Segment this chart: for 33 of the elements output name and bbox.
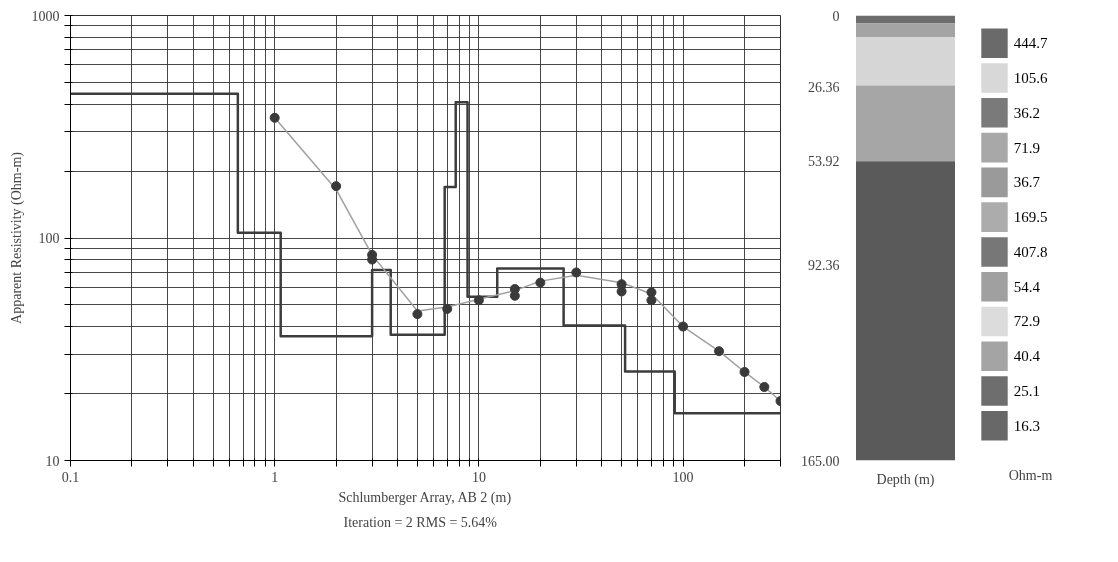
- x-tick-label: 1: [271, 469, 279, 485]
- y-tick-label: 0: [832, 8, 840, 24]
- bar: [856, 85, 955, 162]
- y-tick-label: 100: [38, 231, 60, 246]
- text: Ohm-m: [1008, 467, 1053, 483]
- y-tick-label: 53.92: [808, 153, 840, 169]
- bar: [856, 15, 955, 24]
- category-label: 36.2: [1013, 104, 1040, 121]
- y-tick-label: 10: [45, 453, 60, 469]
- x-tick-label: 0.1: [61, 469, 80, 485]
- text: Iteration = 2 RMS = 5.64%: [343, 514, 498, 530]
- x-tick-label: 10: [471, 469, 486, 485]
- category-label: 71.9: [1013, 139, 1040, 156]
- category-label: 25.1: [1013, 382, 1040, 399]
- category-label: 72.9: [1013, 313, 1040, 330]
- category-label: 40.4: [1013, 348, 1041, 365]
- category-label: 407.8: [1013, 243, 1048, 260]
- y-tick-label: 92.36: [808, 257, 840, 273]
- y-tick-label: 26.36: [808, 79, 840, 95]
- category-label: 54.4: [1013, 278, 1041, 295]
- category-label: 444.7: [1013, 35, 1048, 52]
- y-axis-title: Apparent Resistivity (Ohm-m): [8, 151, 25, 324]
- x-tick-label: 100: [672, 469, 694, 485]
- category-label: 105.6: [1013, 70, 1048, 87]
- y-tick-label: 1000: [31, 8, 60, 24]
- x-axis-title: Depth (m): [876, 471, 935, 488]
- category-label: 36.7: [1013, 174, 1041, 191]
- y-tick-label: 165.00: [801, 453, 840, 469]
- bar: [856, 37, 955, 86]
- category-label: 169.5: [1013, 209, 1048, 226]
- bar: [856, 23, 955, 38]
- category-label: 16.3: [1013, 417, 1040, 434]
- x-axis-title: Schlumberger Array, AB 2 (m): [338, 489, 512, 506]
